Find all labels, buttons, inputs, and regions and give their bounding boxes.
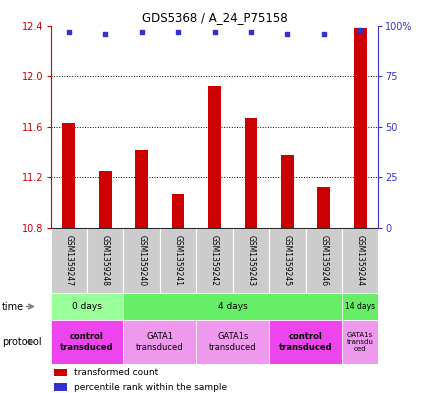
Bar	[51, 228, 87, 293]
Point	[320, 31, 327, 37]
Text: protocol: protocol	[2, 337, 42, 347]
Bar	[196, 228, 233, 293]
Text: transformed count: transformed count	[73, 368, 158, 377]
Point	[284, 31, 291, 37]
Title: GDS5368 / A_24_P75158: GDS5368 / A_24_P75158	[142, 11, 287, 24]
Bar	[281, 154, 294, 228]
Text: GSM1359241: GSM1359241	[173, 235, 183, 286]
Bar	[305, 228, 342, 293]
Text: control
transduced: control transduced	[60, 332, 114, 352]
Bar	[208, 86, 221, 228]
Bar	[99, 171, 112, 228]
Text: GATA1s
transdu
ced: GATA1s transdu ced	[347, 332, 374, 352]
Bar	[245, 118, 257, 228]
Text: 4 days: 4 days	[218, 302, 248, 311]
Point	[138, 28, 145, 35]
Bar	[233, 228, 269, 293]
Text: GSM1359247: GSM1359247	[64, 235, 73, 286]
Bar	[124, 320, 196, 364]
Bar	[62, 123, 75, 228]
Text: GSM1359246: GSM1359246	[319, 235, 328, 286]
Text: GSM1359243: GSM1359243	[246, 235, 256, 286]
Text: GSM1359248: GSM1359248	[101, 235, 110, 286]
Text: GATA1
transduced: GATA1 transduced	[136, 332, 183, 352]
Text: GSM1359242: GSM1359242	[210, 235, 219, 286]
Point	[247, 28, 254, 35]
Bar	[317, 187, 330, 228]
Point	[175, 28, 182, 35]
Text: 0 days: 0 days	[72, 302, 102, 311]
Bar	[354, 28, 367, 228]
Text: GATA1s
transduced: GATA1s transduced	[209, 332, 257, 352]
Bar	[135, 149, 148, 228]
Point	[102, 31, 109, 37]
Bar	[51, 293, 124, 320]
Bar	[269, 228, 305, 293]
Bar	[51, 320, 124, 364]
Bar	[269, 320, 342, 364]
Bar	[54, 369, 67, 376]
Text: percentile rank within the sample: percentile rank within the sample	[73, 383, 227, 391]
Bar	[124, 293, 342, 320]
Bar	[342, 320, 378, 364]
Text: GSM1359245: GSM1359245	[283, 235, 292, 286]
Bar	[342, 293, 378, 320]
Bar	[196, 320, 269, 364]
Text: control
transduced: control transduced	[279, 332, 332, 352]
Bar	[54, 383, 67, 391]
Bar	[124, 228, 160, 293]
Point	[65, 28, 72, 35]
Text: GSM1359240: GSM1359240	[137, 235, 146, 286]
Bar	[160, 228, 196, 293]
Text: time: time	[2, 301, 24, 312]
Text: 14 days: 14 days	[345, 302, 375, 311]
Point	[211, 28, 218, 35]
Bar	[342, 228, 378, 293]
Point	[357, 26, 364, 33]
Bar	[172, 194, 184, 228]
Bar	[87, 228, 124, 293]
Text: GSM1359244: GSM1359244	[356, 235, 365, 286]
